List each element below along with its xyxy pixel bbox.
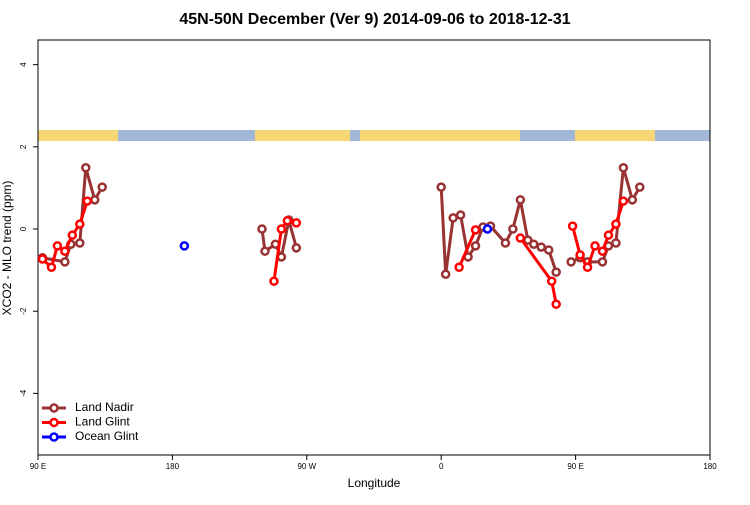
x-tick-label: 0 <box>439 462 444 471</box>
data-point <box>52 241 63 251</box>
chart-title: 45N-50N December (Ver 9) 2014-09-06 to 2… <box>179 11 570 28</box>
data-point <box>470 241 481 251</box>
data-point <box>618 196 629 206</box>
data-point <box>291 243 302 253</box>
data-point <box>448 213 458 223</box>
data-point <box>82 196 93 206</box>
data-point <box>590 241 600 251</box>
data-point <box>282 216 293 226</box>
x-axis-label: Longitude <box>348 476 401 490</box>
plot-frame <box>37 39 711 456</box>
data-point <box>470 225 481 235</box>
data-point <box>508 224 518 234</box>
data-point <box>276 224 287 234</box>
y-axis-label: XCO2 - MLO trend (ppm) <box>0 181 14 316</box>
data-point <box>551 267 561 277</box>
data-point <box>597 257 608 267</box>
data-point <box>455 210 466 220</box>
data-point <box>566 257 576 267</box>
data-point <box>454 262 464 272</box>
data-point <box>37 254 48 264</box>
data-point <box>75 238 85 248</box>
map-strip <box>38 130 710 141</box>
x-tick-label: 180 <box>703 462 717 471</box>
data-point <box>75 219 85 229</box>
legend-label: Land Glint <box>75 415 130 429</box>
data-point <box>551 299 561 309</box>
data-point <box>89 195 100 205</box>
data-point <box>67 230 78 240</box>
data-point <box>269 276 279 286</box>
data-point <box>543 245 554 255</box>
legend-marker <box>49 403 59 413</box>
data-point <box>536 242 547 252</box>
data-point <box>436 182 446 192</box>
data-point <box>567 221 578 231</box>
data-point <box>440 269 451 279</box>
y-tick-label: -2 <box>19 307 28 315</box>
data-point <box>97 182 107 192</box>
land-band <box>360 130 520 141</box>
data-point <box>46 262 57 272</box>
y-tick-label: 0 <box>19 226 28 231</box>
data-point <box>500 238 511 248</box>
legend-label: Ocean Glint <box>75 429 139 443</box>
data-point <box>618 163 629 173</box>
data-point <box>603 230 614 240</box>
data-point <box>627 195 638 205</box>
data-point <box>546 276 557 286</box>
y-tick-label: 2 <box>19 144 28 149</box>
legend-marker <box>49 432 59 442</box>
data-point <box>597 246 608 256</box>
data-point <box>635 182 645 192</box>
data-point <box>611 238 621 248</box>
y-tick-label: 4 <box>19 62 28 67</box>
legend-label: Land Nadir <box>75 400 134 414</box>
data-point <box>81 163 91 173</box>
data-point <box>60 257 70 267</box>
y-tick-label: -4 <box>19 389 28 397</box>
data-point <box>260 246 270 256</box>
data-point <box>529 239 539 249</box>
data-point <box>257 224 267 234</box>
data-point <box>515 233 526 243</box>
data-point <box>582 262 593 272</box>
data-point <box>291 218 302 228</box>
x-tick-label: 90 E <box>567 462 583 471</box>
data-point <box>611 219 621 229</box>
x-tick-label: 90 E <box>30 462 46 471</box>
data-point <box>515 195 526 205</box>
x-tick-label: 180 <box>166 462 180 471</box>
data-point <box>575 250 585 260</box>
land-band <box>575 130 655 141</box>
land-band <box>255 130 350 141</box>
data-point <box>482 224 493 234</box>
legend-marker <box>49 417 59 428</box>
data-point <box>179 241 190 251</box>
land-band <box>38 130 118 141</box>
x-tick-label: 90 W <box>297 462 316 471</box>
data-point <box>60 246 70 256</box>
